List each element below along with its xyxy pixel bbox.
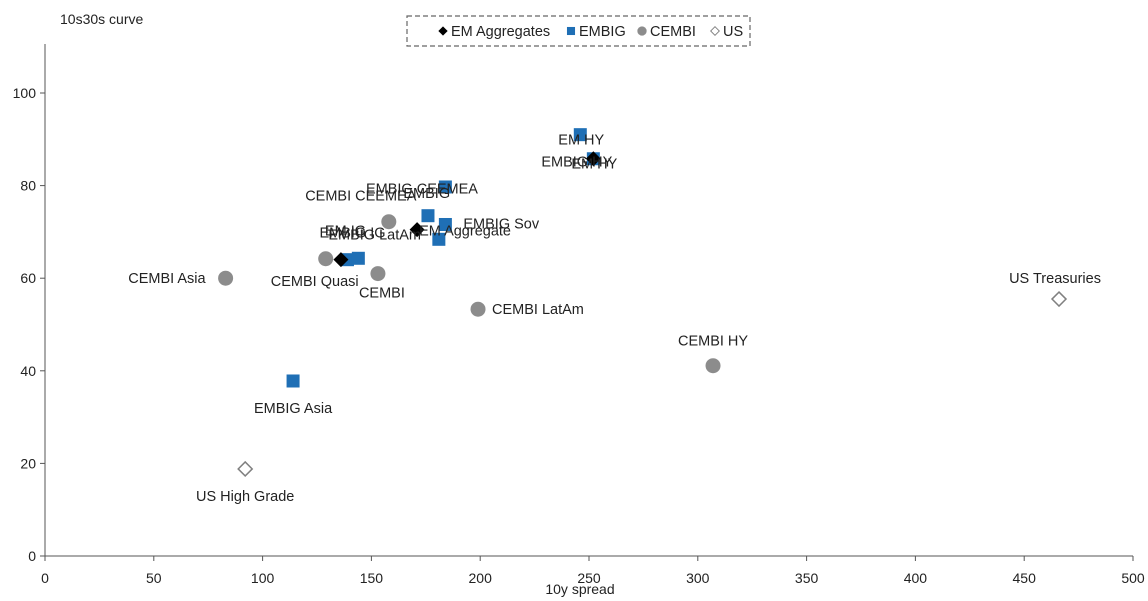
data-label-cembi-hy: CEMBI HY [678,334,748,350]
legend-label-cembi: CEMBI [650,24,696,40]
data-points [218,128,1068,478]
point-cembi-cembi-latam [470,301,486,317]
legend-label-us: US [723,24,743,40]
x-tick-label: 0 [41,570,49,586]
point-embig-embig-ceemea [421,209,435,223]
data-label-cembi-quasi: CEMBI Quasi [271,274,359,290]
point-cembi-cembi-hy [705,358,721,374]
x-tick-label: 100 [251,570,275,586]
point-embig-embig-asia [286,374,300,388]
x-tick-label: 400 [904,570,928,586]
y-tick-label: 20 [20,455,36,471]
data-label-cembi-asia: CEMBI Asia [128,271,206,287]
legend-box [406,15,751,47]
data-label-embig-ig: EMBIG IG [319,226,385,242]
legend-marker-wrap [566,26,576,36]
point-em-aggregates-em-hy [585,151,601,167]
data-label-embig: EMBIG [403,186,450,202]
data-label-cembi-latam: CEMBI LatAm [492,302,584,318]
y-tick-label: 100 [13,85,37,101]
data-label-us-high-grade: US High Grade [196,489,294,505]
y-tick-label: 80 [20,178,36,194]
y-axis-title: 10s30s curve [60,11,143,27]
legend-label-embig: EMBIG [579,24,626,40]
x-tick-label: 200 [469,570,493,586]
legend-marker-us [710,26,720,36]
point-embig-em-hy [573,128,587,142]
data-label-em-hy: EM HY [571,157,617,173]
legend-label-em-aggregates: EM Aggregates [451,24,550,40]
point-embig-5 [432,232,446,246]
data-label-us-treasuries: US Treasuries [1009,271,1101,287]
legend-marker-cembi [637,26,647,36]
x-tick-label: 250 [577,570,601,586]
x-tick-label: 150 [360,570,384,586]
point-cembi-cembi-ceemea [381,214,397,230]
point-us-us-high-grade [237,460,254,478]
data-label-embig-sov: EMBIG Sov [463,216,539,232]
point-embig-embig-latam [351,251,365,265]
data-label-cembi: CEMBI [359,286,405,302]
point-cembi-cembi-asia [218,270,234,286]
y-tick-label: 40 [20,363,36,379]
point-embig-embig-sov [438,217,452,231]
data-label-embig-hy: EMBIG HY [541,155,612,171]
x-tick-label: 500 [1121,570,1145,586]
point-em-aggregates-em-aggregate [409,222,425,238]
y-axis-ticks: 0 20 40 60 80 100 [13,85,45,564]
data-label-cembi-ceemea: CEMBI CEEMEA [305,189,417,205]
data-label-embig-latam: EMBIG LatAm [328,227,421,243]
x-axis-ticks: 0 50 100 150 200 250 300 350 400 450 500 [41,556,1145,586]
point-cembi-cembi-quasi [318,251,334,267]
point-embig-embig [438,180,452,194]
data-label-embig-asia: EMBIG Asia [254,401,333,417]
y-tick-label: 60 [20,270,36,286]
data-label-em-aggregate: EM Aggregate [419,224,511,240]
point-cembi-cembi [370,266,386,282]
data-label-embig-ceemea: EMBIG CEEMEA [366,182,478,198]
x-tick-label: 350 [795,570,819,586]
x-axis-title: 10y spread [545,581,614,597]
legend-marker-embig [566,26,576,36]
legend-marker-wrap [710,26,720,36]
point-us-us-treasuries [1050,290,1068,308]
data-label-em-ig: EM IG [325,224,366,240]
x-tick-label: 50 [146,570,162,586]
point-em-aggregates-em-ig [333,252,349,268]
y-tick-label: 0 [28,548,36,564]
plot-frame [44,44,1133,557]
legend: EM Aggregates EMBIG CEMBI US [406,15,751,47]
x-tick-label: 300 [686,570,710,586]
data-label-em-hy: EM HY [558,133,604,149]
legend-marker-wrap [637,26,647,36]
x-tick-label: 450 [1013,570,1037,586]
